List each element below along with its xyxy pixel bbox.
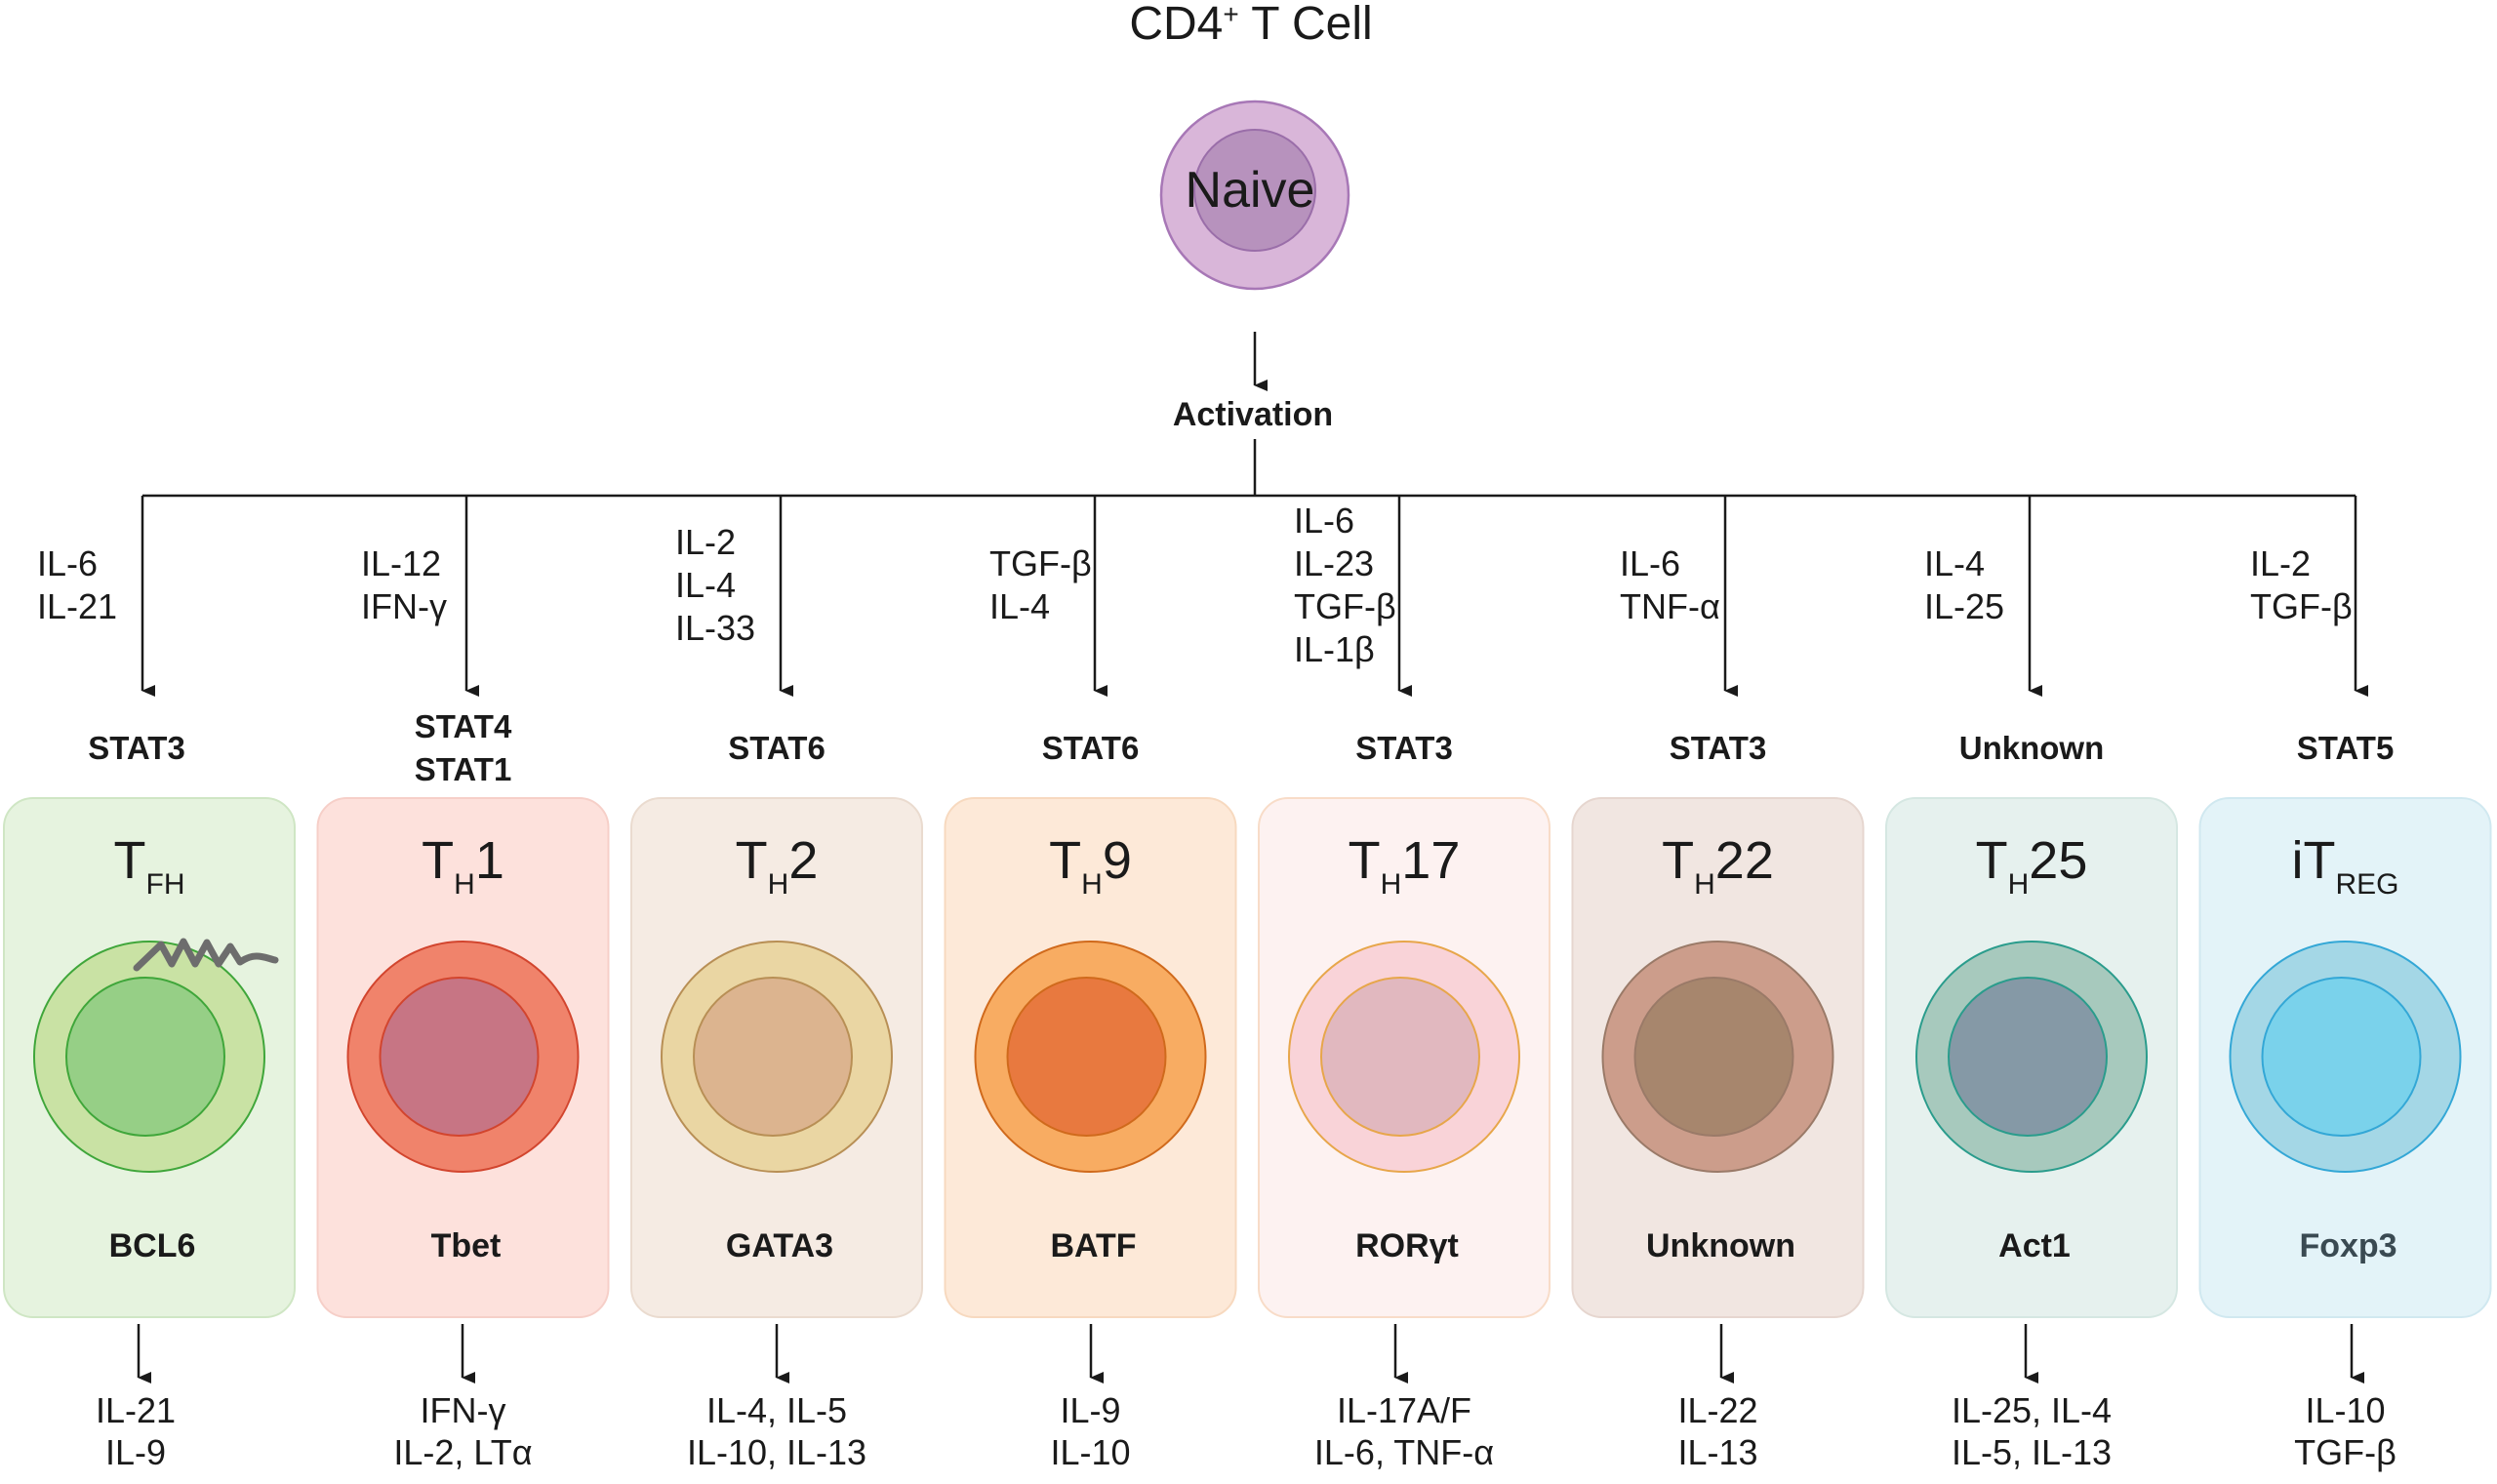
subset-name: TH17 — [1349, 831, 1461, 901]
subset-name: TH1 — [422, 831, 504, 901]
output-cytokine: TGF-β — [2294, 1432, 2396, 1472]
input-cytokine: IL-4 — [1924, 543, 1985, 583]
output-cytokine: IL-6, TNF-α — [1314, 1432, 1494, 1472]
output-cytokine: IL-5, IL-13 — [1952, 1432, 2112, 1472]
cell-nucleus — [65, 977, 225, 1137]
input-cytokine: TGF-β — [989, 543, 1092, 583]
subset-name: TH2 — [736, 831, 819, 901]
input-cytokine: IL-4 — [989, 586, 1050, 626]
subsets-layer: IL-6IL-21STAT3TFHBCL6IL-21IL-9IL-12IFN-γ… — [3, 496, 2492, 1472]
input-cytokine: IL-21 — [37, 586, 117, 626]
stat-label: STAT1 — [415, 751, 512, 787]
stat-label: STAT3 — [1670, 730, 1767, 766]
input-cytokine: IL-33 — [675, 608, 755, 648]
page-title: CD4+ T Cell — [1129, 0, 1372, 50]
subset-name: iTREG — [2292, 831, 2399, 901]
subset-name: TH22 — [1662, 831, 1774, 901]
output-cytokine: IL-9 — [1060, 1390, 1120, 1430]
cell-nucleus — [2261, 977, 2422, 1137]
subset-name: TH25 — [1976, 831, 2088, 901]
transcription-factor: BCL6 — [109, 1227, 196, 1264]
subset-name: TFH — [114, 831, 185, 901]
input-cytokine: IL-6 — [1620, 543, 1680, 583]
transcription-factor: BATF — [1050, 1227, 1136, 1264]
input-cytokine: TGF-β — [1294, 586, 1396, 626]
output-cytokine: IL-10 — [2305, 1390, 2385, 1430]
input-cytokine: TNF-α — [1620, 586, 1720, 626]
cell-nucleus — [379, 977, 540, 1137]
input-cytokine: IL-6 — [1294, 501, 1354, 541]
output-cytokine: IL-21 — [96, 1390, 176, 1430]
activation-label: Activation — [1173, 396, 1333, 433]
stat-label: STAT3 — [1355, 730, 1453, 766]
cell-nucleus — [1633, 977, 1794, 1137]
output-cytokine: IL-9 — [105, 1432, 166, 1472]
output-cytokine: IL-17A/F — [1337, 1390, 1471, 1430]
transcription-factor: Unknown — [1646, 1227, 1795, 1264]
output-cytokine: IL-22 — [1677, 1390, 1757, 1430]
input-cytokine: IL-4 — [675, 565, 736, 605]
cell-nucleus — [693, 977, 853, 1137]
subset-column: IL-2IL-4IL-33 STAT6 TH2 GATA3 IL-4, IL-5IL-1… — [630, 496, 923, 1472]
input-cytokine: IL-12 — [361, 543, 441, 583]
transcription-factor: Act1 — [1998, 1227, 2071, 1264]
output-cytokine: IL-4, IL-5 — [706, 1390, 847, 1430]
output-cytokine: IL-25, IL-4 — [1952, 1390, 2112, 1430]
transcription-factor: RORγt — [1355, 1227, 1459, 1264]
input-cytokine: IL-2 — [2250, 543, 2311, 583]
stat-label: STAT4 — [415, 708, 512, 744]
input-cytokine: IL-23 — [1294, 543, 1374, 583]
transcription-factor: Tbet — [431, 1227, 502, 1264]
subset-name: TH9 — [1049, 831, 1132, 901]
input-cytokine: IFN-γ — [361, 586, 447, 626]
output-cytokine: IL-2, LTα — [393, 1432, 532, 1472]
output-cytokine: IL-13 — [1677, 1432, 1757, 1472]
output-cytokine: IL-10, IL-13 — [687, 1432, 866, 1472]
transcription-factor: Foxp3 — [2299, 1227, 2396, 1264]
stat-label: STAT6 — [1042, 730, 1140, 766]
subset-column: IL-4IL-25 Unknown TH25 Act1 IL-25, IL-4IL-5,… — [1885, 496, 2178, 1472]
subset-column: TGF-βIL-4 STAT6 TH9 BATF IL-9IL-10 — [944, 496, 1237, 1472]
naive-cell: Naive — [1159, 100, 1350, 291]
output-cytokine: IFN-γ — [421, 1390, 506, 1430]
cell-protrusion-tail — [239, 955, 276, 963]
stat-label: Unknown — [1959, 730, 2104, 766]
naive-label: Naive — [1186, 162, 1315, 219]
transcription-factor: GATA3 — [726, 1227, 833, 1264]
output-cytokine: IL-10 — [1050, 1432, 1130, 1472]
cell-nucleus — [1006, 977, 1167, 1137]
stat-label: STAT3 — [88, 730, 185, 766]
input-cytokine: IL-1β — [1294, 629, 1375, 669]
stat-label: STAT5 — [2297, 730, 2395, 766]
input-cytokine: TGF-β — [2250, 586, 2353, 626]
input-cytokine: IL-25 — [1924, 586, 2004, 626]
input-cytokine: IL-2 — [675, 522, 736, 562]
cell-nucleus — [1320, 977, 1480, 1137]
input-cytokine: IL-6 — [37, 543, 98, 583]
cell-nucleus — [1948, 977, 2108, 1137]
stat-label: STAT6 — [728, 730, 826, 766]
